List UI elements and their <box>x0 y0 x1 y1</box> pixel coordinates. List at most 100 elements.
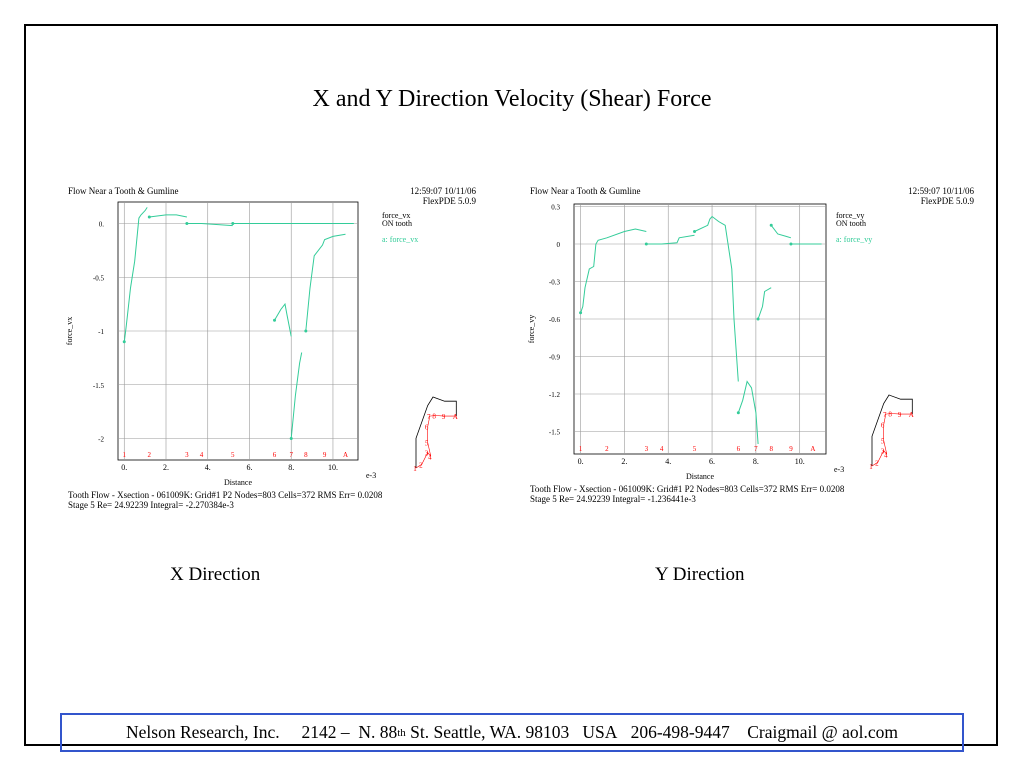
series-curve-segment <box>305 233 346 332</box>
series-curve-segment <box>757 287 772 320</box>
series-curve-segment <box>694 215 739 382</box>
series-curve-segment <box>646 234 695 245</box>
tooth-point-label: 3 <box>425 450 429 458</box>
tooth-point-label: A <box>453 413 458 421</box>
series-curve-segment <box>123 207 148 342</box>
y-tick-label: 0. <box>99 221 105 229</box>
run-info-line1: Tooth Flow - Xsection - 061009K: Grid#1 … <box>530 484 845 494</box>
series-marker <box>273 318 277 322</box>
y-tick-label: -2 <box>98 436 104 444</box>
boundary-point-label: 7 <box>289 451 293 459</box>
legend-subtitle: ON tooth <box>382 219 412 228</box>
footer-address-suffix: th <box>397 726 406 739</box>
x-tick-label: 6. <box>709 457 715 466</box>
tooth-point-label: 1 <box>413 465 417 473</box>
tooth-point-label: 2 <box>875 459 879 467</box>
series-marker <box>231 222 235 225</box>
y-tick-label: -0.5 <box>93 274 105 282</box>
series-curve-segment <box>737 380 759 445</box>
series-marker <box>304 329 308 333</box>
x-tick-label: 2. <box>163 463 169 472</box>
footer-address-street: St. Seattle, WA. 98103 <box>405 722 570 742</box>
legend-entry: a: force_vy <box>836 235 872 244</box>
tooth-point-path <box>871 413 913 467</box>
footer-phone: 206-498-9447 <box>630 722 730 742</box>
boundary-point-label: 8 <box>304 451 308 459</box>
boundary-point-label: 6 <box>737 445 741 453</box>
force-vy-plot: Flow Near a Tooth & Gumline 12:59:07 10/1… <box>527 186 975 504</box>
x-tick-label: 0. <box>121 463 127 472</box>
boundary-point-label: 7 <box>754 445 758 453</box>
x-tick-label: 0. <box>578 457 584 466</box>
series-curve-segment <box>186 223 233 227</box>
x-tick-label: 4. <box>665 457 671 466</box>
boundary-point-label: 5 <box>231 451 235 459</box>
boundary-point-label: 8 <box>769 445 773 453</box>
plot-frame <box>573 203 827 455</box>
footer-company: Nelson Research, Inc. <box>126 722 280 742</box>
run-info-line2: Stage 5 Re= 24.92239 Integral= -1.236441… <box>530 494 696 504</box>
x-tick-label: 8. <box>753 457 759 466</box>
chart-software: FlexPDE 5.0.9 <box>921 196 975 206</box>
series-marker <box>579 311 583 315</box>
boundary-point-label: 1 <box>123 451 127 459</box>
tooth-point-label: 4 <box>428 453 432 461</box>
run-info-line1: Tooth Flow - Xsection - 061009K: Grid#1 … <box>68 490 383 500</box>
tooth-outline <box>415 396 457 468</box>
boundary-point-label: 4 <box>660 445 664 453</box>
footer-address-number: 2142 – N. 88 <box>301 722 398 742</box>
tooth-point-label: 6 <box>881 422 885 430</box>
series-curve-segment <box>770 224 792 239</box>
boundary-point-label: 6 <box>273 451 277 459</box>
footer-country: USA <box>582 722 618 742</box>
series-marker <box>756 317 760 321</box>
boundary-point-label: 1 <box>579 445 583 453</box>
tooth-point-label: 1 <box>869 463 873 471</box>
boundary-point-label: 4 <box>200 451 204 459</box>
run-info-line2: Stage 5 Re= 24.92239 Integral= -2.270384… <box>68 500 234 510</box>
series-marker <box>644 242 648 246</box>
boundary-point-label: 9 <box>323 451 327 459</box>
series-marker <box>693 230 697 233</box>
x-tick-label: 10. <box>328 463 338 472</box>
chart-title: Flow Near a Tooth & Gumline <box>68 186 178 196</box>
boundary-point-label: 2 <box>605 445 609 453</box>
tooth-point-label: 8 <box>888 411 892 419</box>
legend-entry: a: force_vx <box>382 235 418 244</box>
series-marker <box>147 215 151 219</box>
boundary-point-label: A <box>810 445 815 453</box>
y-tick-label: 0.3 <box>551 204 560 212</box>
x-tick-label: 4. <box>205 463 211 472</box>
x-axis-multiplier: e-3 <box>366 471 376 480</box>
footer-email: Craigmail @ aol.com <box>747 722 898 742</box>
series-marker <box>185 222 189 225</box>
x-axis-label: Distance <box>686 472 714 481</box>
series-curve-segment <box>149 214 187 218</box>
tooth-point-label: 3 <box>881 448 885 456</box>
tooth-point-label: 5 <box>425 440 429 448</box>
x-tick-label: 10. <box>795 457 805 466</box>
y-tick-label: -1 <box>98 328 104 336</box>
tooth-point-label: 7 <box>427 413 431 421</box>
series-curve-segment <box>274 302 292 337</box>
y-axis-label: force_vy <box>527 315 536 343</box>
y-direction-caption: Y Direction <box>655 564 745 585</box>
boundary-point-label: 3 <box>645 445 649 453</box>
series-curve-segment <box>290 352 303 439</box>
chart-title: Flow Near a Tooth & Gumline <box>530 186 640 196</box>
y-tick-label: -0.3 <box>549 279 561 287</box>
force-vx-plot: Flow Near a Tooth & Gumline 12:59:07 10/1… <box>65 186 477 510</box>
chart-software: FlexPDE 5.0.9 <box>423 196 477 206</box>
legend-subtitle: ON tooth <box>836 219 866 228</box>
y-tick-label: 0 <box>557 241 561 249</box>
slide-title: X and Y Direction Velocity (Shear) Force <box>312 86 712 112</box>
tooth-point-label: 7 <box>883 411 887 419</box>
tooth-point-label: A <box>909 411 914 419</box>
y-tick-label: -0.6 <box>549 316 561 324</box>
y-tick-label: -1.2 <box>549 391 561 399</box>
series-marker <box>122 340 126 344</box>
x-tick-label: 8. <box>288 463 294 472</box>
tooth-point-label: 6 <box>425 424 429 432</box>
series-marker <box>289 437 293 440</box>
